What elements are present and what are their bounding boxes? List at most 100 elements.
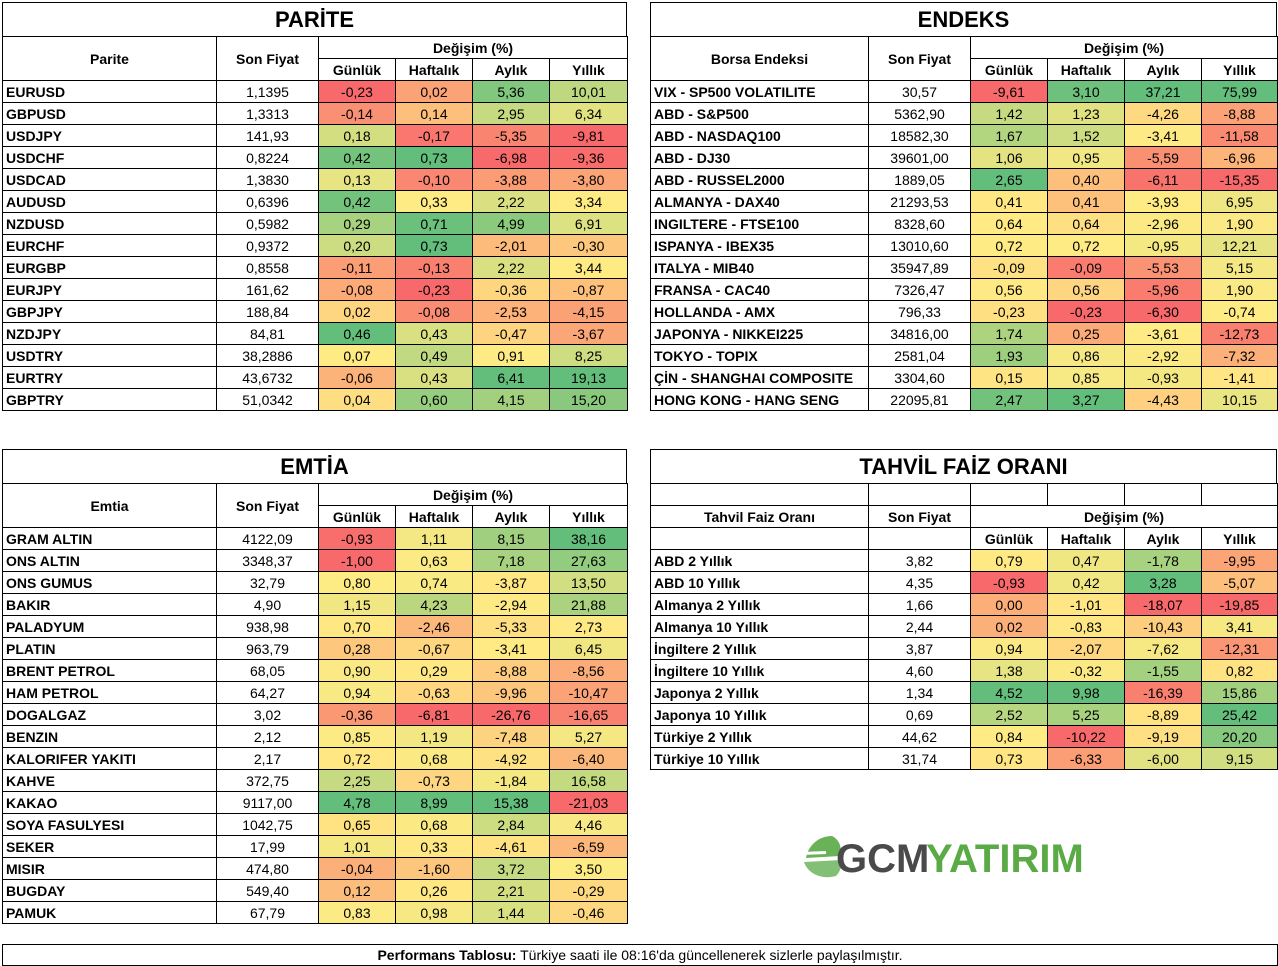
- row-change-w: -0,08: [395, 300, 473, 323]
- row-change-w: -0,13: [395, 256, 473, 279]
- row-name: NZDJPY: [2, 322, 217, 345]
- table-row: DOGALGAZ 3,02 -0,36 -6,81 -26,76 -16,65: [2, 703, 628, 726]
- row-change-w: -0,32: [1047, 659, 1125, 682]
- table-row: FRANSA - CAC40 7326,47 0,56 0,56 -5,96 1,90: [650, 278, 1278, 301]
- row-name: BRENT PETROL: [2, 659, 217, 682]
- row-price: 84,81: [216, 322, 319, 345]
- row-change-m: -4,43: [1124, 388, 1202, 411]
- row-change-w: 0,73: [395, 146, 473, 169]
- emtia-change-header: Değişim (%): [318, 483, 628, 506]
- row-change-d: 0,72: [318, 747, 396, 770]
- blank-cell: [650, 527, 869, 550]
- row-price: 3,82: [868, 549, 971, 572]
- row-price: 1,66: [868, 593, 971, 616]
- row-price: 3,87: [868, 637, 971, 660]
- row-change-w: 5,25: [1047, 703, 1125, 726]
- row-change-d: 0,70: [318, 615, 396, 638]
- row-change-d: -0,04: [318, 857, 396, 880]
- row-price: 0,8558: [216, 256, 319, 279]
- row-change-d: 0,42: [318, 146, 396, 169]
- row-change-m: -7,62: [1124, 637, 1202, 660]
- row-change-y: 1,90: [1201, 278, 1278, 301]
- logo-text-b: YATIRIM: [926, 837, 1084, 881]
- row-price: 2,44: [868, 615, 971, 638]
- blank-cell: [868, 527, 971, 550]
- row-price: 22095,81: [868, 388, 971, 411]
- table-row: MISIR 474,80 -0,04 -1,60 3,72 3,50: [2, 857, 628, 880]
- row-name: BUGDAY: [2, 879, 217, 902]
- row-name: ONS GUMUS: [2, 571, 217, 594]
- row-price: 2,12: [216, 725, 319, 748]
- row-price: 1889,05: [868, 168, 971, 191]
- row-change-y: -19,85: [1201, 593, 1278, 616]
- row-change-w: 0,29: [395, 659, 473, 682]
- footer-bold: Performans Tablosu:: [377, 947, 517, 963]
- row-name: Almanya 2 Yıllık: [650, 593, 869, 616]
- row-name: USDTRY: [2, 344, 217, 367]
- row-change-d: -0,36: [318, 703, 396, 726]
- row-name: PLATIN: [2, 637, 217, 660]
- row-change-w: 0,25: [1047, 322, 1125, 345]
- endeks-daily-header: Günlük: [970, 58, 1048, 81]
- table-row: ALMANYA - DAX40 21293,53 0,41 0,41 -3,93 6,95: [650, 190, 1278, 213]
- row-change-w: 3,10: [1047, 80, 1125, 103]
- row-change-y: 25,42: [1201, 703, 1278, 726]
- row-change-w: 0,98: [395, 901, 473, 924]
- row-change-w: 0,43: [395, 366, 473, 389]
- row-change-y: -6,59: [549, 835, 628, 858]
- row-price: 3,02: [216, 703, 319, 726]
- table-row: GBPTRY 51,0342 0,04 0,60 4,15 15,20: [2, 388, 628, 411]
- row-price: 372,75: [216, 769, 319, 792]
- row-change-w: -2,07: [1047, 637, 1125, 660]
- row-change-y: -3,80: [549, 168, 628, 191]
- row-name: SEKER: [2, 835, 217, 858]
- footer-text: Türkiye saati ile 08:16'da güncellenerek…: [516, 947, 903, 963]
- row-price: 1,3313: [216, 102, 319, 125]
- table-row: NZDJPY 84,81 0,46 0,43 -0,47 -3,67: [2, 322, 628, 345]
- row-change-d: 0,84: [970, 725, 1048, 748]
- row-change-y: 6,91: [549, 212, 628, 235]
- row-change-m: -3,87: [472, 571, 550, 594]
- row-price: 8328,60: [868, 212, 971, 235]
- row-change-y: -21,03: [549, 791, 628, 814]
- row-change-m: -4,61: [472, 835, 550, 858]
- table-row: BRENT PETROL 68,05 0,90 0,29 -8,88 -8,56: [2, 659, 628, 682]
- row-price: 4,35: [868, 571, 971, 594]
- parite-monthly-header: Aylık: [472, 58, 550, 81]
- row-change-d: 1,06: [970, 146, 1048, 169]
- row-change-d: -0,06: [318, 366, 396, 389]
- emtia-panel: EMTİA Emtia Son Fiyat Değişim (%) Günlük Haf…: [2, 449, 628, 924]
- row-change-w: 0,42: [1047, 571, 1125, 594]
- table-row: USDCHF 0,8224 0,42 0,73 -6,98 -9,36: [2, 146, 628, 169]
- row-name: PALADYUM: [2, 615, 217, 638]
- row-change-m: 3,28: [1124, 571, 1202, 594]
- row-change-w: -0,83: [1047, 615, 1125, 638]
- row-name: KAKAO: [2, 791, 217, 814]
- endeks-table: Borsa Endeksi Son Fiyat Değişim (%) Günlük H…: [650, 36, 1278, 411]
- row-price: 44,62: [868, 725, 971, 748]
- row-name: TOKYO - TOPIX: [650, 344, 869, 367]
- row-change-y: 12,21: [1201, 234, 1278, 257]
- table-row: ABD - RUSSEL2000 1889,05 2,65 0,40 -6,11 -15,…: [650, 168, 1278, 191]
- row-name: DOGALGAZ: [2, 703, 217, 726]
- tahvil-panel: TAHVİL FAİZ ORANI Tahvil Faiz Oranı Son …: [650, 449, 1278, 770]
- row-name: NZDUSD: [2, 212, 217, 235]
- row-name: ABD - S&P500: [650, 102, 869, 125]
- row-price: 21293,53: [868, 190, 971, 213]
- row-name: HAM PETROL: [2, 681, 217, 704]
- table-row: USDJPY 141,93 0,18 -0,17 -5,35 -9,81: [2, 124, 628, 147]
- row-price: 0,69: [868, 703, 971, 726]
- row-price: 3348,37: [216, 549, 319, 572]
- row-change-d: 0,85: [318, 725, 396, 748]
- row-change-y: -1,41: [1201, 366, 1278, 389]
- row-name: Japonya 10 Yıllık: [650, 703, 869, 726]
- table-row: EURGBP 0,8558 -0,11 -0,13 2,22 3,44: [2, 256, 628, 279]
- row-change-y: 16,58: [549, 769, 628, 792]
- row-name: ABD - RUSSEL2000: [650, 168, 869, 191]
- row-price: 2581,04: [868, 344, 971, 367]
- row-name: HOLLANDA - AMX: [650, 300, 869, 323]
- row-price: 161,62: [216, 278, 319, 301]
- row-price: 68,05: [216, 659, 319, 682]
- row-change-y: -10,47: [549, 681, 628, 704]
- table-row: Türkiye 2 Yıllık 44,62 0,84 -10,22 -9,19 20,2…: [650, 725, 1278, 748]
